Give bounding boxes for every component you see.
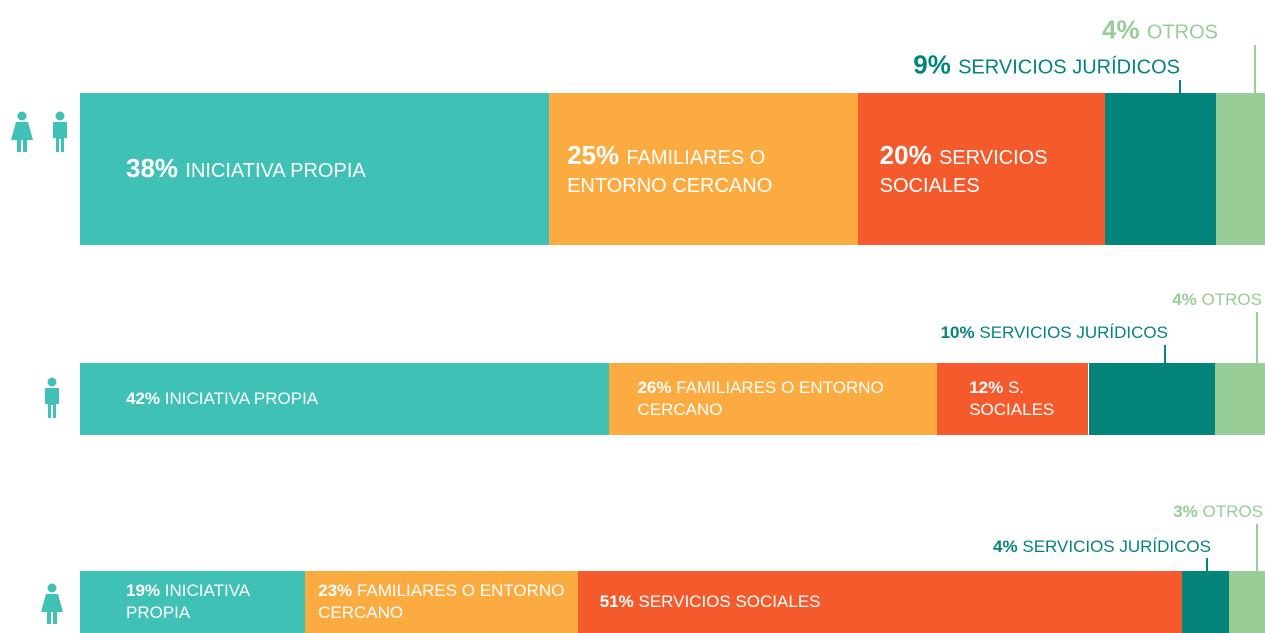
segment-label: 51% SERVICIOS SOCIALES xyxy=(600,571,1174,633)
value-label: 26% xyxy=(637,377,672,397)
segment-label: 20% SERVICIOS SOCIALES xyxy=(880,93,1097,245)
bar-segment xyxy=(80,571,306,633)
bar-segment xyxy=(549,93,858,245)
bar-segment xyxy=(1214,363,1265,435)
woman-icon xyxy=(11,111,33,152)
connector-line xyxy=(1164,345,1166,363)
series-name: FAMILIARES O ENTORNO CERCANO xyxy=(637,377,884,419)
connector-line xyxy=(1179,80,1181,93)
man-icon xyxy=(53,111,67,152)
series-name: SERVICIOS JURÍDICOS xyxy=(958,56,1180,79)
woman-icon xyxy=(41,583,63,624)
connector-line xyxy=(1206,558,1208,571)
value-label: 9% xyxy=(913,49,951,80)
segment-label: 23% FAMILIARES O ENTORNO CERCANO xyxy=(318,571,570,633)
segment-label: 38% INICIATIVA PROPIA xyxy=(126,93,541,245)
bar-segment xyxy=(80,93,550,245)
value-label: 4% xyxy=(993,537,1018,556)
value-label: 3% xyxy=(1173,502,1198,521)
outside-label: 4% OTROS xyxy=(1172,290,1262,310)
bar-segment xyxy=(1104,93,1216,245)
segment-label-text: 20% SERVICIOS SOCIALES xyxy=(880,139,1097,199)
segment-label-text: 19% INICIATIVA PROPIA xyxy=(126,580,297,624)
connector-line xyxy=(1256,312,1258,363)
series-name: INICIATIVA PROPIA xyxy=(126,580,250,622)
bar-segment xyxy=(1215,93,1265,245)
segment-label-text: 42% INICIATIVA PROPIA xyxy=(126,388,318,410)
segment-label-text: 23% FAMILIARES O ENTORNO CERCANO xyxy=(318,580,570,624)
segment-label-text: 25% FAMILIARES O ENTORNO CERCANO xyxy=(567,139,850,199)
value-label: 4% xyxy=(1172,290,1197,309)
value-label: 19% xyxy=(126,580,161,600)
bar-segment xyxy=(80,363,610,435)
series-name: OTROS xyxy=(1202,502,1263,521)
bar-segment xyxy=(609,363,938,435)
bar-segment xyxy=(1229,571,1265,633)
outside-label: 3% OTROS xyxy=(1173,502,1263,522)
segment-label: 42% INICIATIVA PROPIA xyxy=(126,363,601,435)
segment-label: 19% INICIATIVA PROPIA xyxy=(126,571,297,633)
bar-segment xyxy=(305,571,578,633)
series-name: S. SOCIALES xyxy=(969,377,1055,419)
series-name: SERVICIOS JURÍDICOS xyxy=(979,323,1168,342)
series-name: FAMILIARES O ENTORNO CERCANO xyxy=(567,147,773,197)
series-name: INICIATIVA PROPIA xyxy=(185,160,366,183)
segment-label-text: 38% INICIATIVA PROPIA xyxy=(126,152,366,186)
value-label: 23% xyxy=(318,580,353,600)
bar-segment xyxy=(577,571,1183,633)
value-label: 20% xyxy=(879,140,932,171)
value-label: 38% xyxy=(126,153,179,184)
outside-label: 4% OTROS xyxy=(1102,15,1218,46)
value-label: 51% xyxy=(599,591,634,611)
value-label: 42% xyxy=(126,388,161,408)
value-label: 25% xyxy=(567,140,620,171)
series-name: FAMILIARES O ENTORNO CERCANO xyxy=(318,580,565,622)
segment-label-text: 51% SERVICIOS SOCIALES xyxy=(600,591,821,613)
segment-label-text: 12% S. SOCIALES xyxy=(969,377,1080,421)
series-name: INICIATIVA PROPIA xyxy=(164,388,319,408)
segment-label: 26% FAMILIARES O ENTORNO CERCANO xyxy=(637,363,929,435)
outside-label: 9% SERVICIOS JURÍDICOS xyxy=(913,50,1180,81)
series-name: SERVICIOS SOCIALES xyxy=(638,591,821,611)
bar-segment xyxy=(937,363,1089,435)
series-name: SERVICIOS JURÍDICOS xyxy=(1022,537,1211,556)
series-name: OTROS xyxy=(1146,21,1218,44)
connector-line xyxy=(1256,524,1258,571)
series-name: OTROS xyxy=(1201,290,1262,309)
outside-label: 10% SERVICIOS JURÍDICOS xyxy=(941,323,1168,343)
segment-label: 25% FAMILIARES O ENTORNO CERCANO xyxy=(567,93,850,245)
value-label: 10% xyxy=(940,323,975,342)
bar-segment xyxy=(1182,571,1230,633)
outside-label: 4% SERVICIOS JURÍDICOS xyxy=(993,537,1211,557)
connector-line xyxy=(1254,45,1256,93)
bar-segment xyxy=(1088,363,1215,435)
value-label: 4% xyxy=(1102,14,1140,45)
segment-label: 12% S. SOCIALES xyxy=(969,363,1080,435)
bar-segment xyxy=(857,93,1105,245)
value-label: 12% xyxy=(969,377,1004,397)
icons xyxy=(11,111,67,624)
man-icon xyxy=(45,377,59,418)
segment-label-text: 26% FAMILIARES O ENTORNO CERCANO xyxy=(637,377,929,421)
series-name: SERVICIOS SOCIALES xyxy=(879,147,1048,197)
